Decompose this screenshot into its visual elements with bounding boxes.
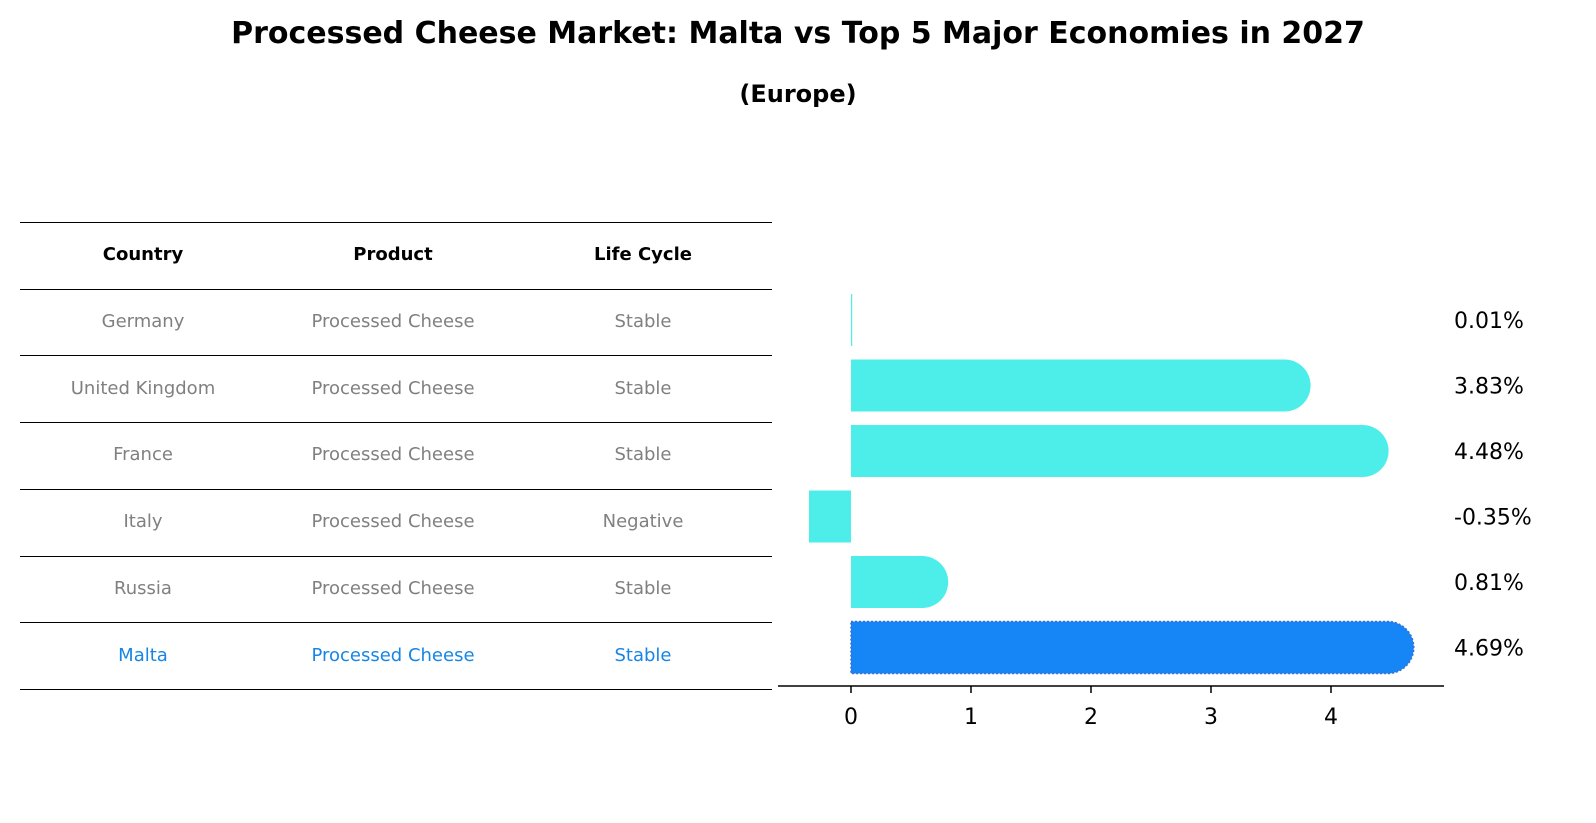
bar-value-label: 0.81% <box>1454 571 1524 596</box>
x-tick-label: 0 <box>844 705 858 730</box>
table-cell-product: Processed Cheese <box>311 311 475 333</box>
table-rule <box>20 289 772 290</box>
table-rule <box>20 222 772 223</box>
table-cell-product: Processed Cheese <box>311 577 475 599</box>
column-header-life-cycle: Life Cycle <box>594 244 692 266</box>
x-tick-label: 2 <box>1084 705 1098 730</box>
table-cell-country: Russia <box>114 577 172 599</box>
table-cell-life-cycle: Stable <box>614 577 672 599</box>
table-cell-life-cycle: Negative <box>602 511 684 533</box>
table-cell-product: Processed Cheese <box>311 644 475 666</box>
bar-russia <box>851 556 949 608</box>
table-rule <box>20 556 772 557</box>
bar-value-label: 4.69% <box>1454 637 1524 662</box>
table-cell-country: France <box>113 444 173 466</box>
table-cell-country: United Kingdom <box>70 377 216 399</box>
table-rule <box>20 622 772 623</box>
bar-value-label: 4.48% <box>1454 440 1524 465</box>
bar-germany <box>851 294 853 346</box>
table-cell-life-cycle: Stable <box>614 311 672 333</box>
table-rule <box>20 489 772 490</box>
x-tick-label: 3 <box>1204 705 1218 730</box>
table-cell-product: Processed Cheese <box>311 444 475 466</box>
x-tick-label: 1 <box>964 705 978 730</box>
table-rule <box>20 355 772 356</box>
bar-france <box>851 425 1389 477</box>
column-header-product: Product <box>353 244 433 266</box>
table-cell-product: Processed Cheese <box>311 511 475 533</box>
bar-value-label: 0.01% <box>1454 309 1524 334</box>
bar-value-label: -0.35% <box>1454 506 1532 531</box>
chart-title: Processed Cheese Market: Malta vs Top 5 … <box>231 16 1365 51</box>
table-cell-country: Malta <box>118 644 168 666</box>
bar-malta <box>851 621 1414 674</box>
table-cell-life-cycle: Stable <box>614 444 672 466</box>
table-cell-life-cycle: Stable <box>614 644 672 666</box>
x-tick-label: 4 <box>1324 705 1338 730</box>
table-rule <box>20 689 772 690</box>
bar-highlight-outline <box>850 620 1415 675</box>
column-header-country: Country <box>102 244 184 266</box>
bar-value-label: 3.83% <box>1454 375 1524 400</box>
bar-united-kingdom <box>851 359 1311 412</box>
table-cell-life-cycle: Stable <box>614 377 672 399</box>
bar-italy <box>809 490 851 543</box>
table-cell-country: Italy <box>123 511 163 533</box>
table-rule <box>20 422 772 423</box>
table-cell-country: Germany <box>101 311 185 333</box>
chart-subtitle: (Europe) <box>739 80 857 108</box>
table-cell-product: Processed Cheese <box>311 377 475 399</box>
